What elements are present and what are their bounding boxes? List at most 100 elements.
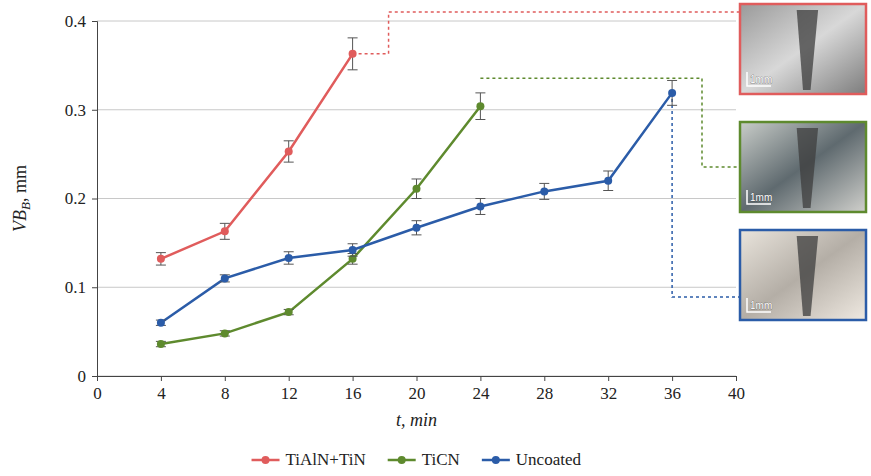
grid (97, 21, 736, 376)
error-bar (220, 223, 230, 239)
x-tick-label: 8 (221, 384, 230, 403)
grid-line (97, 198, 736, 199)
error-bar (539, 183, 549, 199)
x-tick: 8 (221, 376, 230, 403)
error-bar (348, 38, 358, 70)
legend-label: Uncoated (516, 450, 582, 469)
y-axis-title-subscript: B (18, 202, 33, 210)
point (285, 147, 293, 155)
legend-item: TiAlN+TiN (252, 450, 366, 469)
y-tick-label: 0 (78, 367, 87, 386)
inset-scale-label: 1mm (750, 192, 772, 203)
error-bar (284, 141, 294, 162)
point (349, 255, 357, 263)
inset-tool (797, 236, 818, 316)
inset-tool (797, 128, 818, 208)
point (285, 254, 293, 262)
x-tick-label: 28 (536, 384, 553, 403)
y-tick-label: 0.1 (65, 278, 86, 297)
error-bar (412, 221, 422, 235)
x-tick-mark (289, 376, 290, 381)
legend-marker (262, 456, 270, 464)
error-bar (284, 252, 294, 264)
x-tick-mark (417, 376, 418, 381)
grid-line (97, 109, 736, 110)
y-tick-mark (92, 199, 97, 200)
y-tick-mark (92, 287, 97, 288)
inset-scale-label: 1mm (750, 74, 772, 85)
point (157, 340, 165, 348)
series (156, 38, 358, 265)
inset-photo (740, 230, 866, 320)
point (540, 187, 548, 195)
x-tick-label: 12 (281, 384, 298, 403)
x-tick-label: 32 (600, 384, 617, 403)
point (413, 224, 421, 232)
error-bar (603, 171, 613, 191)
error-bar (220, 275, 230, 282)
legend-label: TiAlN+TiN (286, 450, 366, 469)
x-tick-label: 4 (157, 384, 166, 403)
inset-scale-label: 1mm (750, 300, 772, 311)
legend-marker (398, 456, 406, 464)
connector (672, 99, 740, 297)
x-tick: 36 (664, 376, 681, 403)
error-bar (667, 80, 677, 105)
point (604, 177, 612, 185)
plot-marks (156, 38, 677, 348)
legend-label: TiCN (422, 450, 460, 469)
point (413, 185, 421, 193)
inset-tool (797, 10, 818, 90)
y-tick: 0.2 (65, 189, 97, 208)
grid-line (97, 287, 736, 288)
y-axis-line (92, 22, 98, 377)
x-tick: 20 (409, 376, 426, 403)
y-axis: 00.10.20.30.4 (65, 12, 98, 386)
insets: 1mm 1mm 1mm (740, 4, 866, 320)
legend-item: TiCN (388, 450, 460, 469)
y-tick-mark (92, 376, 97, 377)
point (285, 308, 293, 316)
point (157, 319, 165, 327)
point (349, 246, 357, 254)
inset-photo (740, 122, 866, 212)
x-tick: 32 (600, 376, 617, 403)
point (221, 329, 229, 337)
connectors (359, 12, 740, 297)
x-tick: 16 (345, 376, 362, 403)
y-axis-title-main: VB (10, 210, 30, 232)
legend-item: Uncoated (482, 450, 582, 469)
inset: 1mm (740, 4, 866, 94)
series-line (161, 106, 481, 344)
point (157, 255, 165, 263)
chart: 048121620242832364000.10.20.30.4t, minVB… (0, 0, 871, 476)
y-tick-label: 0.2 (65, 189, 86, 208)
series-line (161, 93, 672, 323)
x-tick-mark (161, 376, 162, 381)
x-tick-mark (736, 376, 737, 381)
y-tick-label: 0.3 (65, 101, 86, 120)
x-tick-label: 24 (472, 384, 490, 403)
series (156, 80, 677, 326)
error-bar (412, 179, 422, 199)
error-bar (475, 199, 485, 215)
x-tick-mark (480, 376, 481, 381)
x-tick-mark (608, 376, 609, 381)
x-tick-mark (353, 376, 354, 381)
inset-photo (740, 4, 866, 94)
point (221, 227, 229, 235)
inset: 1mm (740, 122, 866, 212)
x-tick-mark (544, 376, 545, 381)
legend: TiAlN+TiN TiCN Uncoated (252, 450, 582, 469)
x-tick-mark (672, 376, 673, 381)
y-axis-title-unit: , mm (10, 165, 30, 202)
y-tick: 0.1 (65, 278, 97, 297)
connector (359, 12, 740, 54)
x-axis: 0481216202428323640 (93, 376, 745, 403)
error-bar (156, 253, 166, 265)
x-tick-label: 0 (93, 384, 102, 403)
x-tick: 24 (472, 376, 490, 403)
point (668, 89, 676, 97)
error-bar (475, 93, 485, 120)
x-tick-label: 20 (409, 384, 426, 403)
